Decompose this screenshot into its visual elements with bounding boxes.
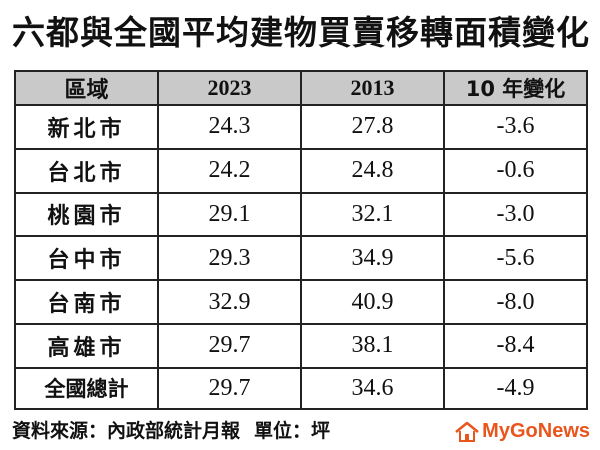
table-body: 新北市 24.3 27.8 -3.6 台北市 24.2 24.8 -0.6 桃園市 29.1 32.…: [14, 104, 588, 411]
cell-2023: 24.2: [157, 147, 302, 194]
table-row: 新北市 24.3 27.8 -3.6: [14, 104, 588, 150]
cell-change: -8.4: [443, 322, 588, 369]
cell-region: 台中市: [14, 235, 159, 282]
table-row: 台北市 24.2 24.8 -0.6: [14, 147, 588, 194]
cell-2013: 34.9: [300, 235, 445, 282]
logo-text-my: My: [482, 420, 510, 442]
unit-note: 單位：坪: [254, 420, 331, 442]
cell-region: 台北市: [14, 147, 159, 194]
cell-change: -4.9: [443, 366, 588, 411]
logo-text-news: News: [537, 420, 590, 442]
cell-change: -8.0: [443, 279, 588, 325]
source-note: 資料來源：內政部統計月報: [12, 420, 241, 442]
cell-2013: 40.9: [300, 279, 445, 325]
cell-region: 高雄市: [14, 322, 159, 369]
cell-2023: 29.3: [157, 235, 302, 282]
cell-2023: 24.3: [157, 104, 302, 150]
house-icon: [455, 421, 479, 442]
logo-text-go: Go: [509, 420, 538, 442]
table-row: 台中市 29.3 34.9 -5.6: [14, 235, 588, 282]
cell-2013: 32.1: [300, 191, 445, 238]
cell-2023: 29.7: [157, 322, 302, 369]
cell-change: -3.6: [443, 104, 588, 150]
mygonews-logo: My Go News: [454, 420, 590, 443]
table-row: 台南市 32.9 40.9 -8.0: [14, 279, 588, 325]
column-header-2013: 2013: [300, 70, 445, 106]
column-header-region: 區域: [14, 70, 159, 106]
column-header-change: 10 年變化: [443, 70, 588, 106]
cell-change: -5.6: [443, 235, 588, 282]
table-row: 高雄市 29.7 38.1 -8.4: [14, 322, 588, 369]
data-table: 區域 2023 2013 10 年變化 新北市 24.3 27.8 -3.6 台北市 24…: [14, 70, 588, 411]
cell-2023: 29.7: [157, 366, 302, 411]
cell-2013: 24.8: [300, 147, 445, 194]
cell-2013: 38.1: [300, 322, 445, 369]
footer: 資料來源：內政部統計月報 單位：坪: [12, 416, 330, 443]
cell-region: 全國總計: [14, 366, 159, 411]
cell-change: -3.0: [443, 191, 588, 238]
cell-change: -0.6: [443, 147, 588, 194]
table-row: 全國總計 29.7 34.6 -4.9: [14, 366, 588, 411]
table-row: 桃園市 29.1 32.1 -3.0: [14, 191, 588, 238]
cell-2013: 27.8: [300, 104, 445, 150]
cell-2023: 29.1: [157, 191, 302, 238]
cell-2023: 32.9: [157, 279, 302, 325]
cell-region: 新北市: [14, 104, 159, 150]
chart-title: 六都與全國平均建物買賣移轉面積變化: [12, 13, 590, 52]
column-header-2023: 2023: [157, 70, 302, 106]
header-row: 區域 2023 2013 10 年變化: [14, 70, 588, 106]
cell-2013: 34.6: [300, 366, 445, 411]
cell-region: 桃園市: [14, 191, 159, 238]
cell-region: 台南市: [14, 279, 159, 325]
